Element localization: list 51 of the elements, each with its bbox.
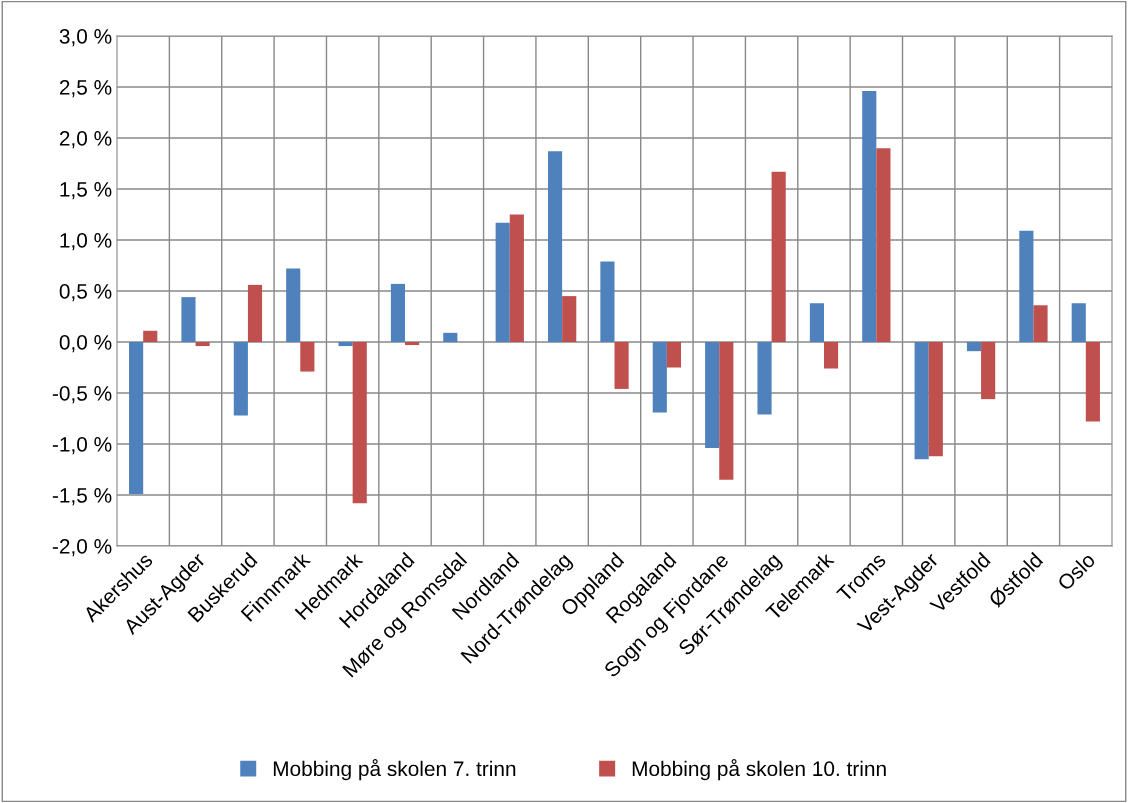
bar (614, 342, 629, 389)
bar (809, 303, 824, 342)
bar (666, 342, 682, 368)
bar (405, 342, 420, 346)
x-tick-label: Oslo (1056, 551, 1097, 592)
y-tick-label: 1,5 % (60, 182, 112, 200)
bar (300, 342, 315, 372)
bar (129, 342, 144, 494)
y-tick-label: 1,0 % (60, 233, 112, 251)
y-tick-label: 3,0 % (59, 29, 112, 47)
bar (914, 342, 929, 460)
bar (1019, 230, 1034, 342)
y-tick-label: -2,0 % (52, 539, 112, 557)
bar (562, 296, 577, 342)
bar (823, 342, 839, 369)
bar (352, 342, 367, 504)
y-tick-label: -1,5 % (52, 488, 112, 506)
bar (981, 342, 996, 400)
bar (600, 261, 615, 342)
bar (928, 342, 943, 457)
bar (195, 342, 210, 347)
bar (443, 332, 458, 342)
bar (1033, 305, 1048, 342)
bar (338, 342, 353, 347)
bar (652, 342, 667, 413)
bar (390, 283, 406, 342)
y-tick-label: 0,0 % (59, 335, 112, 353)
y-tick-label: 0,5 % (59, 284, 112, 302)
bar (286, 268, 301, 342)
y-tick-label: -1,0 % (52, 437, 112, 455)
bar (966, 342, 982, 352)
bar (1071, 303, 1086, 342)
bar (757, 342, 772, 415)
legend-label: Mobbing på skolen 7. trinn (273, 759, 516, 781)
y-tick-label: -0,5 % (52, 386, 112, 404)
y-tick-label: 2,0 % (59, 131, 112, 149)
legend-label: Mobbing på skolen 10. trinn (632, 759, 886, 781)
bar (862, 91, 877, 342)
bar (495, 222, 510, 342)
bar (771, 171, 786, 342)
y-tick-label: 2,5 % (59, 80, 112, 98)
bar (233, 342, 248, 416)
bar (509, 214, 524, 342)
bar (247, 284, 263, 342)
bar (876, 148, 891, 342)
bar (143, 330, 158, 342)
bar (547, 151, 563, 342)
bar (719, 342, 734, 480)
bar (1085, 342, 1100, 422)
bar (705, 342, 720, 449)
bar (181, 297, 196, 342)
